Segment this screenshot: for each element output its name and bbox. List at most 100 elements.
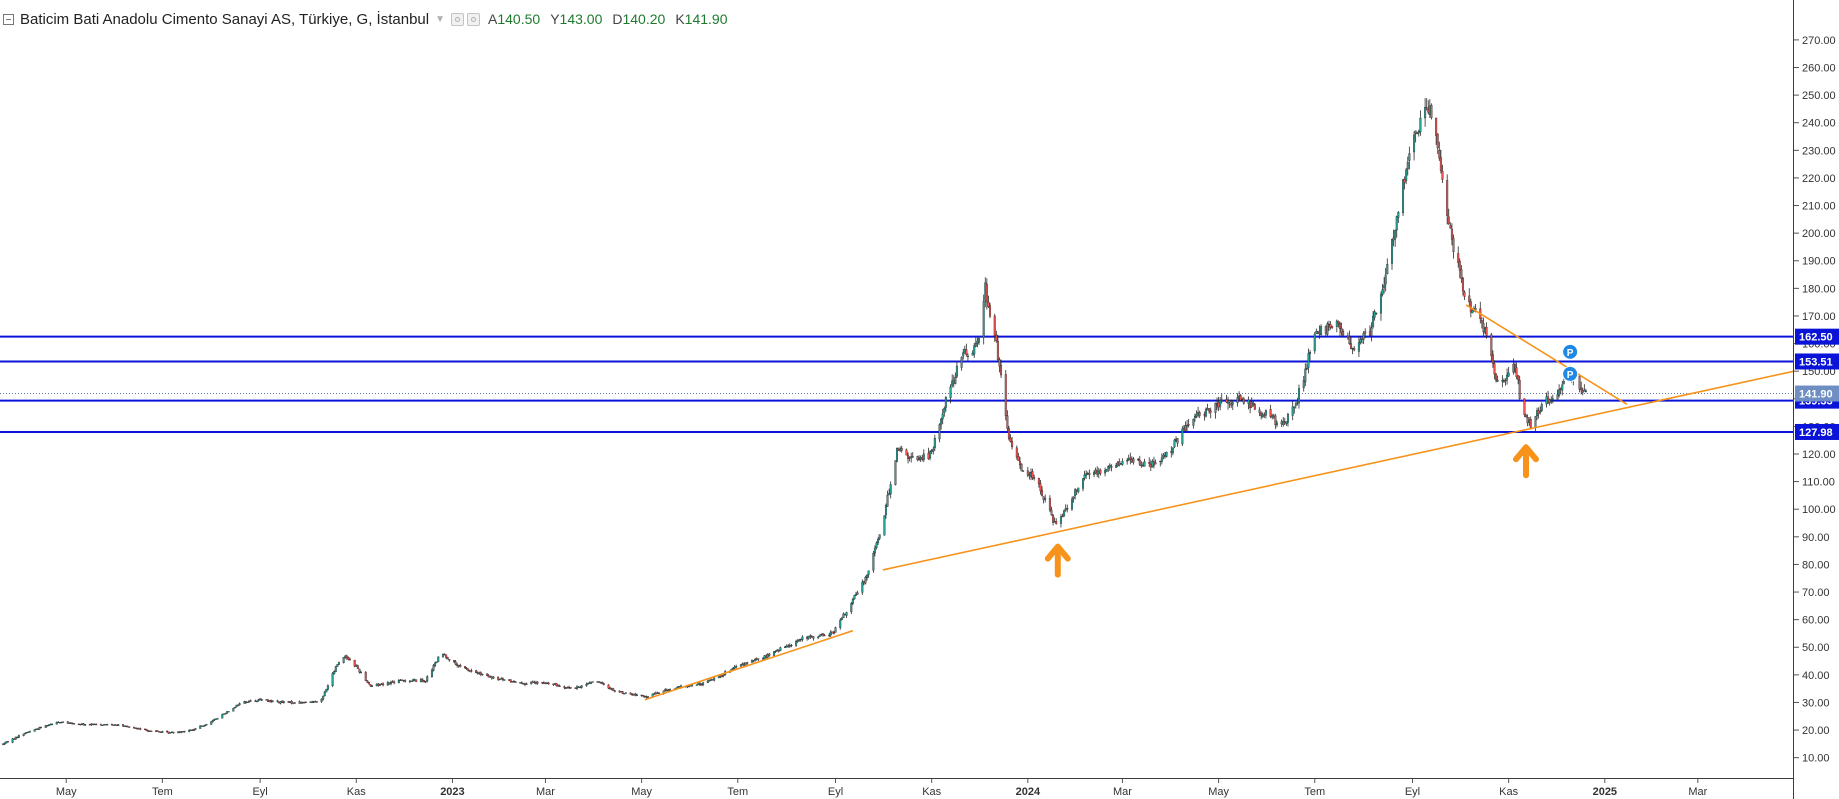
- candle-down: [768, 653, 771, 656]
- candle-up: [301, 701, 304, 704]
- candle-up: [1029, 472, 1032, 477]
- candle-down: [1450, 228, 1453, 240]
- candle-up: [1539, 410, 1542, 413]
- candle-down: [1338, 323, 1341, 329]
- x-tick-label: Eyl: [1405, 786, 1420, 798]
- candle-down: [711, 679, 714, 681]
- visibility-icon[interactable]: [451, 12, 465, 26]
- candle-up: [325, 688, 328, 693]
- candle-up: [774, 650, 777, 653]
- candle-down: [599, 681, 602, 684]
- candle-down: [1578, 376, 1581, 390]
- candle-down: [1152, 461, 1155, 466]
- candle-down: [1525, 415, 1528, 418]
- candle-up: [344, 655, 347, 658]
- candle-up: [1375, 312, 1378, 315]
- candle-up: [733, 666, 736, 669]
- candle-down: [16, 736, 19, 739]
- candle-down: [69, 722, 72, 724]
- candle-up: [1536, 410, 1539, 417]
- candle-up: [1558, 389, 1561, 396]
- candle-up: [632, 693, 635, 696]
- candle-down: [1217, 402, 1220, 408]
- y-tick-label: 220.00: [1802, 173, 1836, 185]
- candle-down: [1075, 489, 1078, 492]
- candle-up: [1484, 328, 1487, 333]
- time-axis[interactable]: May Tem Eyl Kas 2023 Mar May Tem Eyl Kas 2024 Mar Ma…: [56, 779, 1708, 798]
- candle-up: [1206, 408, 1209, 411]
- candle-up: [667, 689, 670, 692]
- candle-down: [1458, 260, 1461, 271]
- candle-down: [1241, 398, 1244, 400]
- candle-up: [955, 365, 958, 377]
- candle-down: [136, 728, 139, 730]
- candle-up: [1271, 415, 1274, 418]
- candle-down: [281, 700, 284, 703]
- candle-up: [1186, 425, 1189, 427]
- candle-down: [1198, 412, 1201, 416]
- candle-down: [393, 681, 396, 684]
- candle-up: [646, 696, 649, 698]
- candle-up: [530, 681, 533, 685]
- candle-up: [941, 413, 944, 420]
- trendlines: [644, 304, 1795, 701]
- candle-down: [144, 728, 147, 731]
- candle-up: [1083, 474, 1086, 479]
- candle-up: [14, 736, 17, 740]
- candle-up: [1496, 379, 1499, 382]
- candle-up: [1059, 516, 1062, 524]
- symbol-title[interactable]: Baticim Bati Anadolu Cimento Sanayi AS, …: [20, 10, 430, 28]
- candle-down: [58, 722, 61, 724]
- candle-up: [741, 663, 744, 665]
- y-tick-label: 90.00: [1802, 532, 1830, 544]
- candle-up: [169, 732, 172, 734]
- candle-up: [492, 676, 495, 679]
- candle-down: [985, 283, 988, 303]
- candle-down: [897, 448, 900, 451]
- candle-down: [555, 683, 558, 687]
- candle-up: [943, 408, 946, 414]
- candle-down: [601, 682, 604, 684]
- candle-up: [498, 678, 501, 680]
- candle-down: [1435, 117, 1438, 136]
- candle-down: [719, 675, 722, 677]
- candle-up: [1154, 462, 1157, 465]
- candle-down: [1170, 451, 1173, 453]
- candle-up: [829, 631, 832, 636]
- candle-up: [1315, 331, 1318, 334]
- candle-up: [1419, 117, 1422, 133]
- candle-up: [635, 694, 638, 696]
- candle-up: [1160, 457, 1163, 462]
- candle-down: [402, 679, 405, 682]
- candle-up: [954, 377, 957, 384]
- candle-up: [419, 679, 422, 683]
- candle-down: [508, 679, 511, 681]
- candle-down: [1547, 396, 1550, 404]
- chevron-down-icon[interactable]: ▼: [435, 13, 446, 25]
- settings-icon[interactable]: [467, 12, 481, 26]
- candle-up: [746, 662, 749, 664]
- candle-up: [850, 603, 853, 612]
- candle-down: [446, 657, 449, 660]
- collapse-icon[interactable]: [3, 13, 14, 25]
- level-price-label-bg: [1795, 353, 1839, 370]
- candle-up: [888, 493, 891, 495]
- y-tick-label: 40.00: [1802, 670, 1830, 682]
- candle-up: [426, 676, 429, 682]
- candle-down: [930, 450, 933, 452]
- candle-down: [1228, 400, 1231, 403]
- event-markers[interactable]: PP: [1562, 343, 1579, 382]
- candle-up: [1264, 410, 1267, 416]
- candle-up: [773, 651, 776, 656]
- candle-down: [145, 729, 148, 732]
- candle-up: [1282, 420, 1285, 425]
- trendline: [644, 629, 854, 701]
- candle-up: [1126, 460, 1129, 462]
- candle-down: [511, 681, 514, 683]
- candle-up: [1326, 323, 1329, 335]
- candle-up: [973, 345, 976, 355]
- candle-up: [878, 534, 881, 539]
- candle-down: [1460, 269, 1463, 279]
- candle-up: [1247, 399, 1250, 404]
